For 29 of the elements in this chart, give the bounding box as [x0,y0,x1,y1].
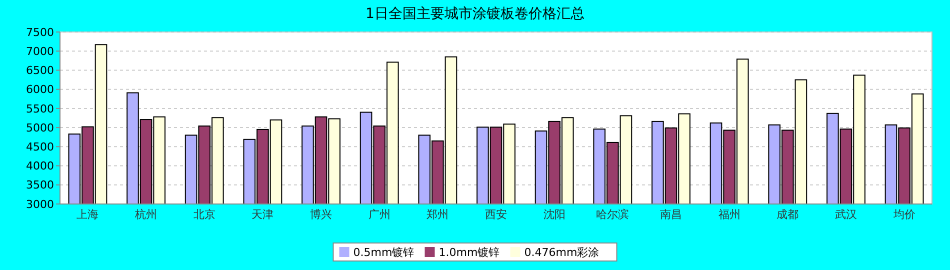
x-tick-label: 南昌 [660,208,682,221]
legend-label: 0.476mm彩涂 [524,246,600,259]
x-tick-label: 武汉 [834,208,857,221]
y-tick-label: 6000 [26,83,54,96]
y-tick-label: 3000 [26,198,54,211]
y-tick-label: 5000 [26,121,54,134]
y-tick-label: 7500 [26,26,54,39]
legend-label: 0.5mm镀锌 [353,246,414,259]
chart-title: 1日全国主要城市涂镀板卷价格汇总 [366,6,584,22]
x-tick-label: 郑州 [426,208,449,221]
x-tick-label: 博兴 [310,208,332,221]
x-tick-label: 沈阳 [543,208,566,221]
x-tick-label: 福州 [718,208,740,221]
x-tick-label: 成都 [776,208,799,221]
y-tick-label: 4500 [26,140,54,154]
y-tick-label: 5500 [26,102,54,116]
x-tick-label: 杭州 [134,208,158,221]
x-tick-label: 广州 [368,208,390,221]
x-tick-label: 哈尔滨 [596,208,630,221]
x-tick-label: 天津 [252,208,274,221]
y-tick-label: 3500 [26,178,54,192]
x-tick-label: 西安 [485,208,507,221]
x-tick-label: 北京 [193,208,216,221]
x-tick-label: 上海 [76,208,99,221]
x-tick-label: 均价 [892,208,916,221]
legend-label: 1.0mm镀锌 [438,246,500,259]
y-tick-label: 7000 [26,44,54,58]
y-tick-label: 4000 [26,160,54,173]
y-tick-label: 6500 [26,64,54,78]
